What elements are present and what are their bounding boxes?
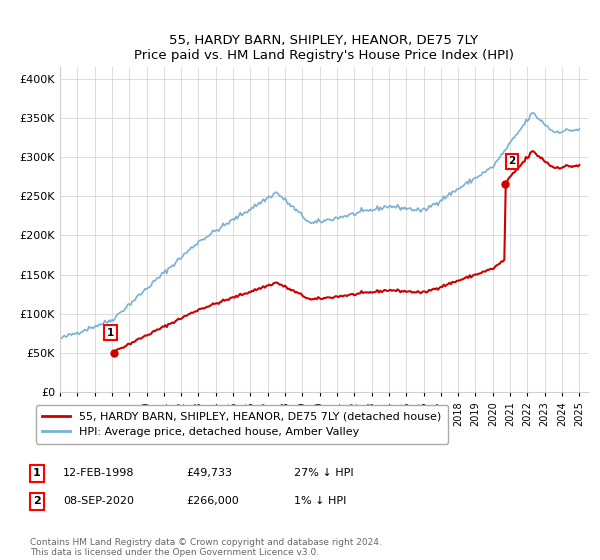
- Text: 1: 1: [33, 468, 41, 478]
- Text: £49,733: £49,733: [186, 468, 232, 478]
- Text: Contains HM Land Registry data © Crown copyright and database right 2024.
This d: Contains HM Land Registry data © Crown c…: [30, 538, 382, 557]
- Legend: 55, HARDY BARN, SHIPLEY, HEANOR, DE75 7LY (detached house), HPI: Average price, : 55, HARDY BARN, SHIPLEY, HEANOR, DE75 7L…: [35, 405, 448, 444]
- Text: 27% ↓ HPI: 27% ↓ HPI: [294, 468, 353, 478]
- Text: 08-SEP-2020: 08-SEP-2020: [63, 496, 134, 506]
- Text: 2: 2: [33, 496, 41, 506]
- Text: 12-FEB-1998: 12-FEB-1998: [63, 468, 134, 478]
- Text: £266,000: £266,000: [186, 496, 239, 506]
- Text: 1: 1: [107, 328, 115, 338]
- Text: 2: 2: [508, 156, 515, 166]
- Text: 1% ↓ HPI: 1% ↓ HPI: [294, 496, 346, 506]
- Title: 55, HARDY BARN, SHIPLEY, HEANOR, DE75 7LY
Price paid vs. HM Land Registry's Hous: 55, HARDY BARN, SHIPLEY, HEANOR, DE75 7L…: [134, 34, 514, 62]
